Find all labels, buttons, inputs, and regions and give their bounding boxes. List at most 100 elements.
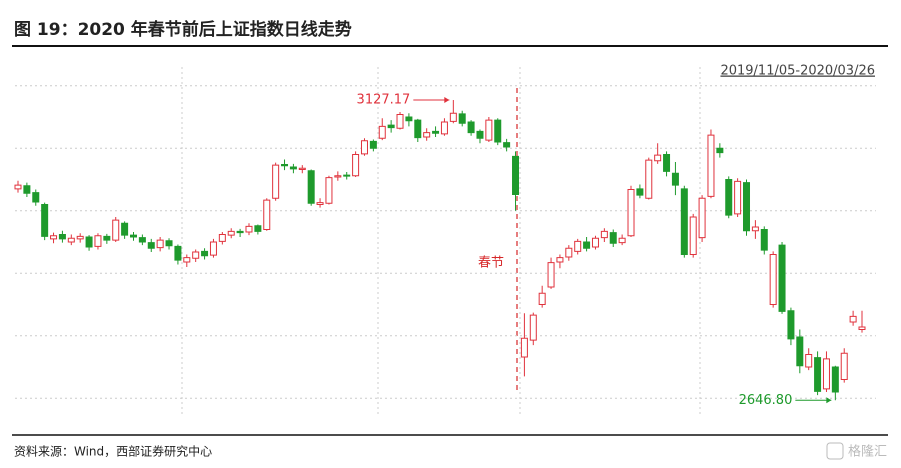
candle xyxy=(707,129,715,199)
candle-body xyxy=(414,119,422,139)
candle-body xyxy=(583,241,591,249)
candle xyxy=(663,151,671,177)
candle-body xyxy=(281,164,289,167)
candle xyxy=(316,198,324,208)
candle-body xyxy=(618,237,626,244)
candle-body xyxy=(41,204,49,237)
candle xyxy=(227,228,235,239)
candle-body xyxy=(849,315,857,323)
candle xyxy=(680,185,688,258)
candle-body xyxy=(263,199,271,230)
candle xyxy=(849,310,857,326)
candle-body xyxy=(156,239,164,249)
candle-body xyxy=(85,236,93,248)
candle-body xyxy=(654,154,662,162)
candle xyxy=(538,285,546,308)
candle xyxy=(458,110,466,127)
candle-body xyxy=(822,358,830,390)
candle-body xyxy=(396,114,404,129)
candle xyxy=(32,189,40,206)
candle-body xyxy=(494,119,502,143)
candle xyxy=(432,126,440,137)
candle-body xyxy=(94,235,102,247)
candle-body xyxy=(751,226,759,232)
candle-body xyxy=(112,219,120,241)
candle xyxy=(41,202,49,241)
candle xyxy=(858,310,866,333)
candle-body xyxy=(458,113,466,124)
candle xyxy=(609,229,617,247)
candle-body xyxy=(254,225,262,232)
candle-body xyxy=(192,251,200,259)
candle xyxy=(369,139,377,152)
candle xyxy=(725,176,733,219)
candle-body xyxy=(743,182,751,232)
candle xyxy=(556,254,564,269)
candle xyxy=(467,120,475,136)
candle xyxy=(192,249,200,262)
candle-body xyxy=(432,130,440,134)
candle xyxy=(378,118,386,141)
watermark: 格隆汇 xyxy=(826,442,887,460)
candle-body xyxy=(512,155,520,195)
annotation-arrowhead xyxy=(826,397,832,404)
candle-body xyxy=(147,242,155,249)
candle xyxy=(58,230,66,243)
candle xyxy=(289,163,297,174)
candle xyxy=(129,232,137,241)
candle xyxy=(14,180,22,193)
candle-body xyxy=(787,310,795,340)
candle xyxy=(201,248,209,260)
candle-body xyxy=(840,352,848,380)
candle-body xyxy=(183,257,191,263)
candle-body xyxy=(716,147,724,154)
candle xyxy=(23,182,31,197)
candle-body xyxy=(325,177,333,204)
candle-body xyxy=(778,244,786,312)
candle xyxy=(512,151,520,211)
candle-body xyxy=(174,245,182,261)
candle xyxy=(671,162,679,196)
candle xyxy=(298,165,306,174)
candle xyxy=(236,228,244,237)
candle-body xyxy=(236,230,244,234)
watermark-text: 格隆汇 xyxy=(848,444,887,460)
candle xyxy=(600,228,608,242)
candle-body xyxy=(76,235,84,240)
candle xyxy=(831,365,839,401)
candle-body xyxy=(50,235,58,240)
candle-body xyxy=(129,234,137,238)
candle xyxy=(67,234,75,246)
candle-body xyxy=(645,159,653,199)
candle-body xyxy=(121,222,129,236)
candle xyxy=(689,213,697,258)
candle xyxy=(716,143,724,158)
candle-body xyxy=(831,366,839,393)
candle-body xyxy=(423,132,431,138)
candle-body xyxy=(520,337,528,358)
candle-body xyxy=(32,192,40,203)
chart-title: 图 19：2020 年春节前后上证指数日线走势 xyxy=(14,19,352,40)
candle xyxy=(147,238,155,252)
candle-body xyxy=(565,247,573,258)
candle xyxy=(476,129,484,144)
candle xyxy=(360,138,368,156)
subtitle: 2019/11/05-2020/03/26 xyxy=(720,64,875,79)
candle xyxy=(423,128,431,141)
candle xyxy=(520,313,528,377)
annotation-label: 2646.80 xyxy=(739,393,793,408)
candle-body xyxy=(227,230,235,236)
candle-body xyxy=(218,234,226,242)
candle xyxy=(165,238,173,250)
candle-body xyxy=(360,140,368,155)
candle xyxy=(307,169,315,206)
candle xyxy=(449,100,457,124)
candle xyxy=(343,172,351,180)
candle xyxy=(591,235,599,250)
candle-body xyxy=(707,134,715,197)
candle-body xyxy=(352,154,360,177)
candle xyxy=(503,138,511,152)
candle xyxy=(796,329,804,374)
candle-body xyxy=(165,240,173,247)
candle-body xyxy=(591,237,599,248)
